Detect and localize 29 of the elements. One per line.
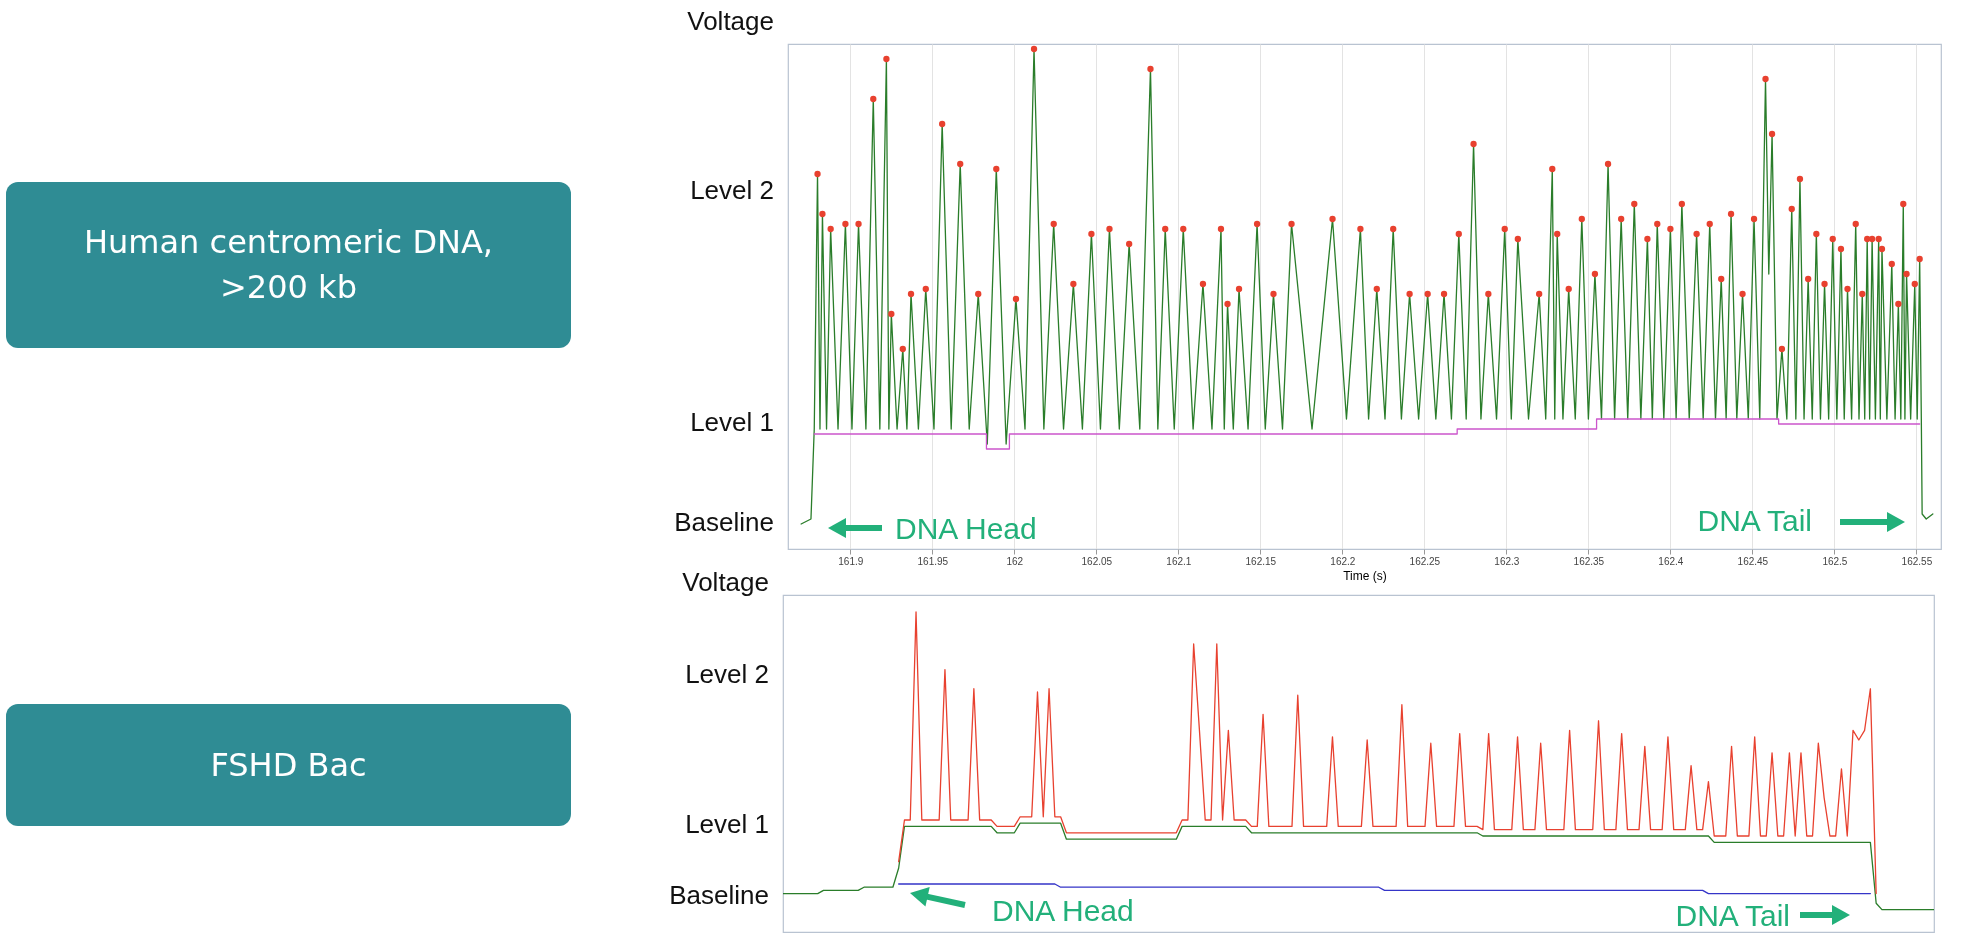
x-tick-label: 162.15	[1245, 555, 1277, 567]
text: Baseline	[669, 880, 769, 910]
x-axis-title: Time (s)	[1343, 568, 1387, 583]
text: FSHD Bac	[6, 704, 571, 826]
x-tick-label: 162.35	[1573, 555, 1605, 567]
text: Level 1	[690, 407, 774, 437]
x-tick-label: 162	[1006, 555, 1024, 567]
y-axis-title: Voltage	[687, 6, 774, 36]
annotation: DNA Head	[895, 512, 1037, 545]
text: Level 1	[685, 809, 769, 839]
x-tick-label: 162.5	[1822, 555, 1848, 567]
x-tick-label: 162.1	[1166, 555, 1192, 567]
annotation: DNA Tail	[1675, 899, 1790, 932]
annotation: DNA Head	[992, 894, 1134, 927]
text: Level 2	[685, 659, 769, 689]
text: Level 2	[690, 175, 774, 205]
x-tick-label: 162.3	[1494, 555, 1520, 567]
text: Human centromeric DNA, >200 kb	[6, 182, 571, 348]
x-tick-label: 162.45	[1737, 555, 1769, 567]
x-tick-label: 162.4	[1658, 555, 1684, 567]
annotation: DNA Tail	[1697, 504, 1812, 537]
text: Baseline	[674, 507, 774, 537]
x-tick-label: 161.95	[917, 555, 949, 567]
x-tick-label: 162.55	[1901, 555, 1933, 567]
x-tick-label: 161.9	[838, 555, 864, 567]
x-tick-label: 162.25	[1409, 555, 1441, 567]
x-tick-label: 162.2	[1330, 555, 1356, 567]
x-tick-label: 162.05	[1081, 555, 1113, 567]
y-axis-title: Voltage	[682, 567, 769, 597]
